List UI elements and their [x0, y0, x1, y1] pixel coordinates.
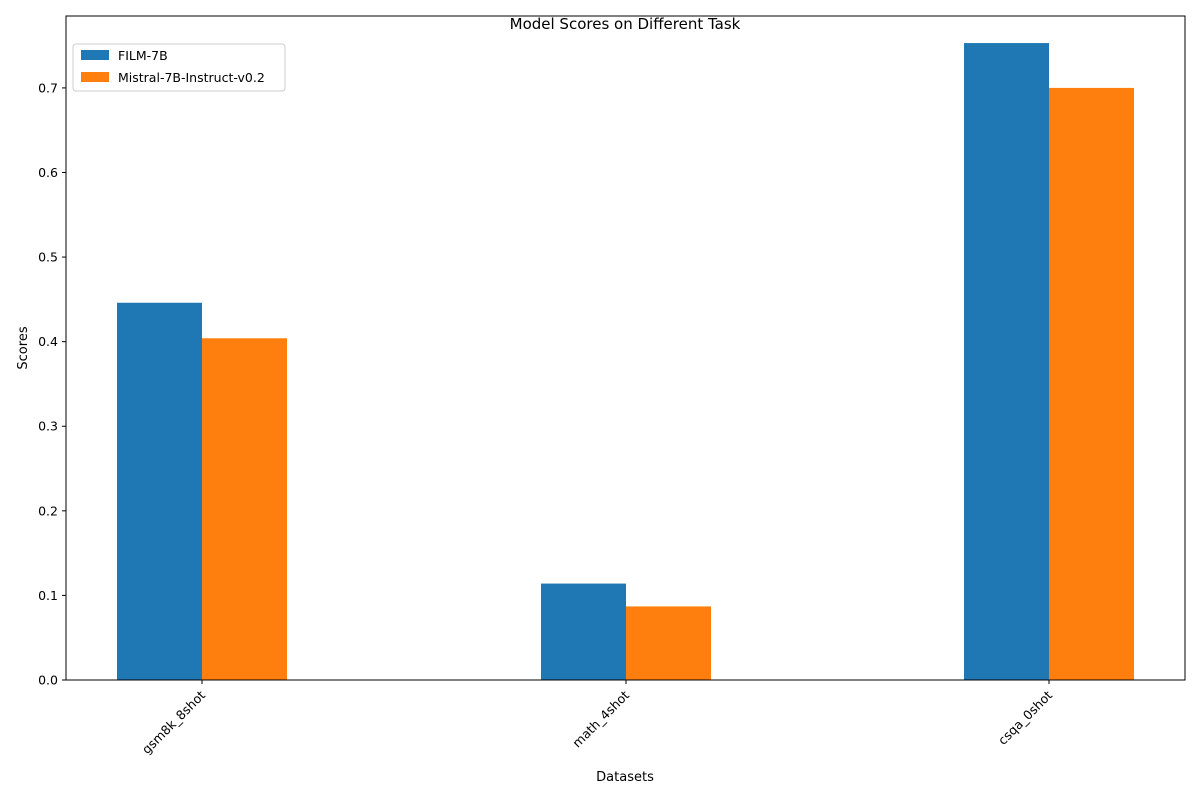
- bar-csqa_0shot-mistral-7b: [1049, 87, 1134, 681]
- y-axis: 0.0 0.1 0.2 0.3 0.4 0.5 0.6 0.7: [38, 80, 66, 688]
- bar-gsm8k_8shot-film-7b: [117, 302, 202, 680]
- bars-group: [117, 43, 1134, 681]
- legend-swatch-mistral: [81, 72, 109, 82]
- x-axis-title: Datasets: [596, 770, 654, 785]
- y-tick-label: 0.6: [38, 165, 58, 180]
- x-tick-label: csqa_0shot: [995, 687, 1055, 747]
- y-tick-label: 0.5: [38, 250, 58, 265]
- y-tick-label: 0.1: [38, 588, 58, 603]
- plot-frame: [65, 15, 1186, 681]
- y-axis-title: Scores: [16, 326, 31, 369]
- bar-math_4shot-mistral-7b: [626, 606, 711, 680]
- legend-label-film: FILM-7B: [118, 48, 168, 63]
- bar-math_4shot-film-7b: [541, 583, 626, 680]
- x-axis: gsm8k_8shot math_4shot csqa_0shot: [139, 680, 1055, 757]
- x-tick-label: gsm8k_8shot: [139, 687, 208, 756]
- legend-swatch-film: [81, 50, 109, 60]
- chart-title: Model Scores on Different Task: [510, 15, 741, 33]
- y-tick-label: 0.4: [38, 334, 58, 349]
- legend-frame: [72, 43, 286, 92]
- x-tick-label: math_4shot: [569, 687, 632, 750]
- legend-label-mistral: Mistral-7B-Instruct-v0.2: [118, 70, 265, 85]
- y-tick-label: 0.3: [38, 419, 58, 434]
- bar-gsm8k_8shot-mistral-7b: [202, 338, 287, 680]
- y-tick-label: 0.7: [38, 80, 58, 95]
- y-tick-label: 0.2: [38, 503, 58, 518]
- legend: FILM-7B Mistral-7B-Instruct-v0.2: [72, 43, 286, 92]
- bar-csqa_0shot-film-7b: [964, 43, 1049, 681]
- y-tick-label: 0.0: [38, 673, 58, 688]
